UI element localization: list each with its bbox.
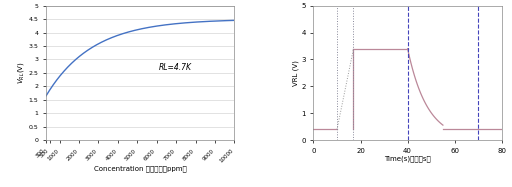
Text: RL=4.7K: RL=4.7K xyxy=(159,63,192,72)
Y-axis label: $V_{RL}$(V): $V_{RL}$(V) xyxy=(16,62,26,84)
X-axis label: Time(s)时间（s）: Time(s)时间（s） xyxy=(384,155,431,162)
Y-axis label: VRL (V): VRL (V) xyxy=(292,60,298,86)
X-axis label: Concentration 气体浓度（ppm）: Concentration 气体浓度（ppm） xyxy=(94,165,186,172)
